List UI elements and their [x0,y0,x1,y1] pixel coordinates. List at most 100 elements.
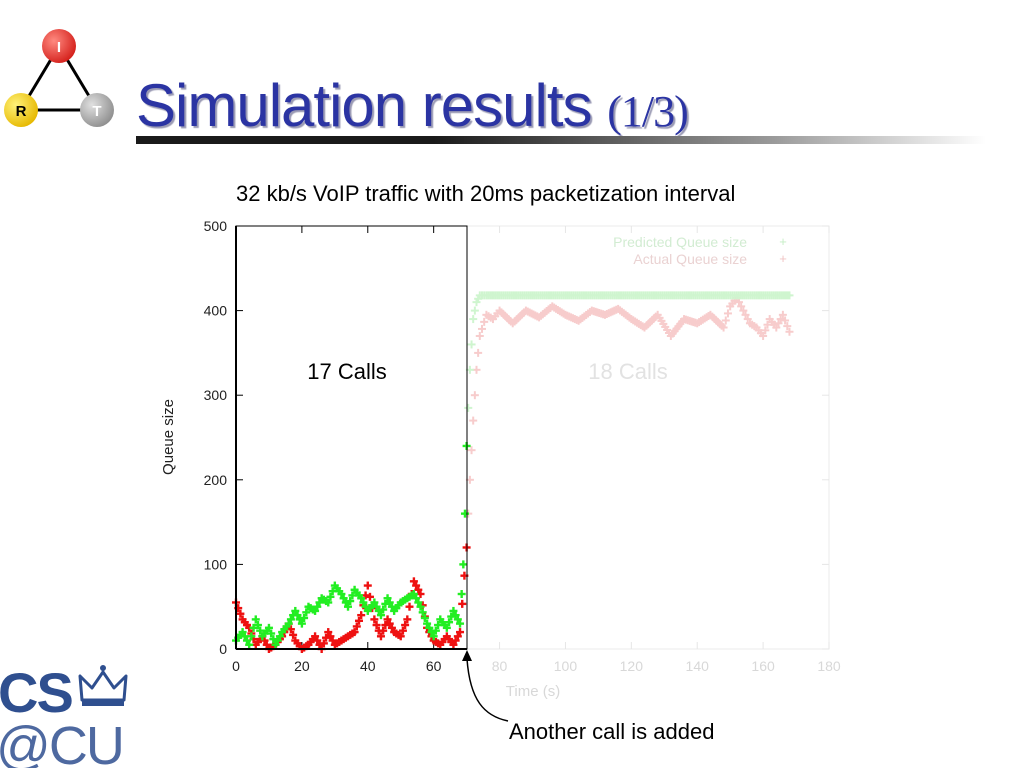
cscu-logo-line1: CS [0,661,72,724]
irt-logo: I R T [4,29,114,127]
x-tick-label: 180 [817,658,841,674]
actual-point [456,628,465,637]
predicted-point [284,619,293,628]
actual-point [453,632,462,641]
actual-point [315,640,324,649]
predicted-point [251,615,260,624]
actual-point [772,323,781,332]
predicted-point [449,606,458,615]
predicted-point [346,597,355,606]
predicted-point [253,621,262,630]
x-tick-label: 140 [686,658,710,674]
predicted-point [337,590,346,599]
actual-point [322,633,331,642]
predicted-point [470,306,479,315]
predicted-point [370,598,379,607]
actual-point [774,319,783,328]
x-tick-label: 0 [232,658,240,674]
actual-point [403,615,412,624]
x-tick-label: 160 [751,658,775,674]
predicted-point [464,403,473,412]
actual-point [785,327,794,336]
predicted-point [242,636,251,645]
actual-point [477,324,486,333]
predicted-point [297,619,306,628]
predicted-point [425,623,434,632]
actual-point [761,326,770,335]
predicted-point [431,626,440,635]
actual-point [352,622,361,631]
actual-point [469,416,478,425]
legend-marker-actual: + [779,251,787,266]
predicted-point [429,632,438,641]
predicted-point [442,623,451,632]
y-tick-labels: 0 100 200 300 400 500 [204,218,228,657]
predicted-point [315,598,324,607]
predicted-point [414,598,423,607]
predicted-point [245,640,254,649]
actual-point [734,298,743,307]
predicted-point [785,291,794,300]
region-label-17-calls: 17 Calls [307,359,386,384]
predicted-point [269,635,278,644]
y-tick-label: 500 [204,218,228,234]
predicted-point [275,632,284,641]
y-tick-label: 400 [204,303,228,319]
actual-point [289,630,298,639]
chart-subtitle: 32 kb/s VoIP traffic with 20ms packetiza… [236,181,736,206]
predicted-point [374,606,383,615]
actual-point [743,315,752,324]
predicted-point [418,608,427,617]
actual-point [396,632,405,641]
actual-point [412,581,421,590]
predicted-point [286,615,295,624]
event-arrow-head [462,650,472,661]
predicted-point [457,590,466,599]
legend-label-predicted: Predicted Queue size [613,234,747,250]
actual-point [387,623,396,632]
predicted-point [302,608,311,617]
actual-point [324,628,333,637]
predicted-point [416,602,425,611]
predicted-point [420,613,429,622]
predicted-point [467,340,476,349]
page-title: Simulation results (1/3) [136,68,689,150]
predicted-point [249,623,258,632]
actual-point [260,636,269,645]
x-tick-label: 40 [360,658,376,674]
x-tick-label: 120 [620,658,644,674]
actual-point [365,592,374,601]
predicted-point [379,605,388,614]
actual-point [480,317,489,326]
actual-point [781,316,790,325]
actual-point [474,348,483,357]
cscu-logo-line2: @CU [0,716,123,768]
predicted-point [423,619,432,628]
legend-marker-predicted: + [779,234,787,249]
irt-node-i [42,29,76,63]
actual-point [739,306,748,315]
actual-point [262,640,271,649]
actual-point [719,323,728,332]
actual-point [319,639,328,648]
predicted-point [324,598,333,607]
actual-point [475,331,484,340]
actual-point [326,632,335,641]
predicted-point [339,594,348,603]
predicted-point [238,628,247,637]
legend: Predicted Queue size + Actual Queue size… [613,234,787,267]
predicted-point [313,602,322,611]
predicted-point [445,618,454,627]
predicted-point [459,560,468,569]
x-tick-labels: 0 20 40 60 80 100 120 140 160 180 [232,658,841,674]
actual-point [357,611,366,620]
data-points-layer [232,291,794,653]
actual-point [370,615,379,624]
predicted-point [264,623,273,632]
actual-point [401,621,410,630]
page-title-suffix: (1/3) [607,87,689,136]
faded-tick-marks [499,225,830,650]
predicted-point [271,640,280,649]
x-axis-label: Time (s) [506,683,560,700]
